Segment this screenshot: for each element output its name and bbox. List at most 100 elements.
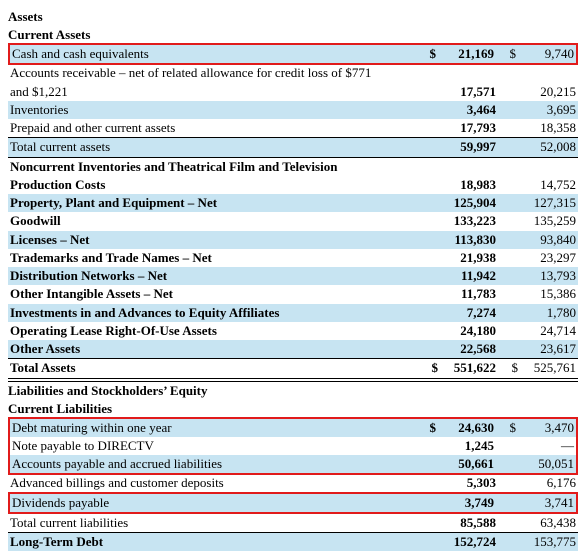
sym2: $	[496, 45, 518, 63]
sym2: $	[496, 419, 518, 437]
row-lease: Operating Lease Right-Of-Use Assets 24,1…	[8, 322, 578, 340]
val1: 17,793	[440, 119, 498, 138]
row-goodwill: Goodwill 133,223 135,259	[8, 212, 578, 230]
row-noncur-inv-2: Production Costs 18,983 14,752	[8, 176, 578, 194]
row-other-intangible: Other Intangible Assets – Net 11,783 15,…	[8, 285, 578, 303]
val1: 11,783	[440, 285, 498, 303]
label: Other Intangible Assets – Net	[8, 285, 418, 303]
label: Licenses – Net	[8, 231, 418, 249]
label: Production Costs	[8, 176, 418, 194]
val2: 127,315	[520, 194, 578, 212]
val1: 11,942	[440, 267, 498, 285]
row-cash: Cash and cash equivalents $ 21,169 $ 9,7…	[10, 45, 576, 63]
val2: 50,051	[518, 455, 576, 473]
label: Prepaid and other current assets	[8, 119, 418, 138]
val1: 152,724	[440, 533, 498, 552]
label: Note payable to DIRECTV	[10, 437, 416, 455]
label: Total current liabilities	[8, 513, 418, 532]
label: Noncurrent Inventories and Theatrical Fi…	[8, 157, 418, 176]
row-trademarks: Trademarks and Trade Names – Net 21,938 …	[8, 249, 578, 267]
val2: 3,741	[518, 494, 576, 512]
val1: 7,274	[440, 304, 498, 322]
label: Inventories	[8, 101, 418, 119]
highlight-box-liab-1: Debt maturing within one year $ 24,630 $…	[8, 417, 578, 476]
val1: 113,830	[440, 231, 498, 249]
row-ppe: Property, Plant and Equipment – Net 125,…	[8, 194, 578, 212]
row-total-current-liab: Total current liabilities 85,588 63,438	[8, 513, 578, 532]
row-ar-2: and $1,221 17,571 20,215	[8, 83, 578, 101]
row-prepaid: Prepaid and other current assets 17,793 …	[8, 119, 578, 138]
sym1: $	[416, 45, 438, 63]
val1: 24,180	[440, 322, 498, 340]
row-debt-1yr: Debt maturing within one year $ 24,630 $…	[10, 419, 576, 437]
row-inventories: Inventories 3,464 3,695	[8, 101, 578, 119]
label: Long-Term Debt	[8, 533, 418, 552]
current-liab-heading: Current Liabilities	[8, 400, 578, 418]
val1: 59,997	[440, 138, 498, 157]
label: Property, Plant and Equipment – Net	[8, 194, 418, 212]
val2: 18,358	[520, 119, 578, 138]
val2: 20,215	[520, 83, 578, 101]
val2: 14,752	[520, 176, 578, 194]
sym2: $	[498, 359, 520, 378]
val1: 18,983	[440, 176, 498, 194]
label: and $1,221	[8, 83, 418, 101]
val2: 525,761	[520, 359, 578, 378]
label: Advanced billings and customer deposits	[8, 474, 418, 492]
val2: 93,840	[520, 231, 578, 249]
val2: —	[518, 437, 576, 455]
val2: 52,008	[520, 138, 578, 157]
sym1: $	[416, 419, 438, 437]
row-total-assets: Total Assets $ 551,622 $ 525,761	[8, 359, 578, 378]
row-adv-billings: Advanced billings and customer deposits …	[8, 474, 578, 492]
val1: 21,938	[440, 249, 498, 267]
val1: 24,630	[438, 419, 496, 437]
row-licenses: Licenses – Net 113,830 93,840	[8, 231, 578, 249]
row-ar-1: Accounts receivable – net of related all…	[8, 64, 578, 82]
label: Accounts payable and accrued liabilities	[10, 455, 416, 473]
val1: 21,169	[438, 45, 496, 63]
highlight-box-dividends: Dividends payable 3,749 3,741	[8, 492, 578, 514]
val1: 17,571	[440, 83, 498, 101]
highlight-box-cash: Cash and cash equivalents $ 21,169 $ 9,7…	[8, 43, 578, 65]
val1: 3,749	[438, 494, 496, 512]
current-assets-heading: Current Assets	[8, 26, 578, 44]
row-ap-accrued: Accounts payable and accrued liabilities…	[10, 455, 576, 473]
label: Operating Lease Right-Of-Use Assets	[8, 322, 418, 340]
label: Accounts receivable – net of related all…	[8, 64, 418, 82]
label: Goodwill	[8, 212, 418, 230]
val1: 551,622	[440, 359, 498, 378]
label: Total current assets	[8, 138, 418, 157]
val1: 50,661	[438, 455, 496, 473]
val1: 5,303	[440, 474, 498, 492]
label: Trademarks and Trade Names – Net	[8, 249, 418, 267]
val2: 9,740	[518, 45, 576, 63]
row-total-current-assets: Total current assets 59,997 52,008	[8, 138, 578, 157]
val2: 13,793	[520, 267, 578, 285]
val2: 1,780	[520, 304, 578, 322]
row-other-assets: Other Assets 22,568 23,617	[8, 340, 578, 359]
row-noncur-inv-1: Noncurrent Inventories and Theatrical Fi…	[8, 157, 578, 176]
assets-heading: Assets	[8, 8, 578, 26]
val2: 23,617	[520, 340, 578, 359]
val2: 6,176	[520, 474, 578, 492]
label: Cash and cash equivalents	[10, 45, 416, 63]
row-dividends: Dividends payable 3,749 3,741	[10, 494, 576, 512]
val2: 3,695	[520, 101, 578, 119]
sym1: $	[418, 359, 440, 378]
label: Debt maturing within one year	[10, 419, 416, 437]
val2: 135,259	[520, 212, 578, 230]
val2: 15,386	[520, 285, 578, 303]
label: Investments in and Advances to Equity Af…	[8, 304, 418, 322]
liab-equity-heading: Liabilities and Stockholders’ Equity	[8, 382, 578, 400]
label: Dividends payable	[10, 494, 416, 512]
val1: 3,464	[440, 101, 498, 119]
val1: 1,245	[438, 437, 496, 455]
row-long-term-debt: Long-Term Debt 152,724 153,775	[8, 533, 578, 552]
val2: 153,775	[520, 533, 578, 552]
label: Distribution Networks – Net	[8, 267, 418, 285]
val1: 125,904	[440, 194, 498, 212]
val2: 24,714	[520, 322, 578, 340]
assets-table: Accounts receivable – net of related all…	[8, 64, 578, 377]
row-equity-affiliates: Investments in and Advances to Equity Af…	[8, 304, 578, 322]
